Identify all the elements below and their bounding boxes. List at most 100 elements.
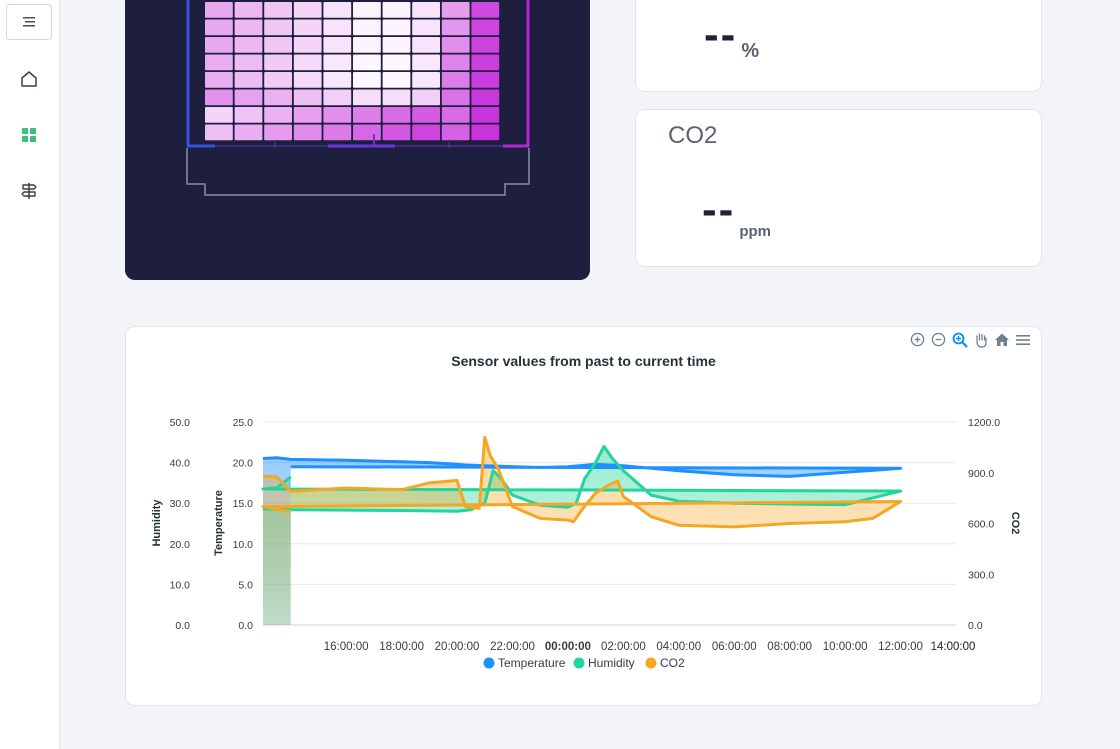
nav-dashboard[interactable]	[18, 124, 40, 146]
heatmap-cell	[205, 107, 233, 123]
menu-icon	[23, 17, 35, 27]
heatmap-cell	[353, 54, 381, 71]
humidity-card: -- %	[635, 0, 1042, 92]
chart-menu-button[interactable]	[1014, 331, 1031, 348]
y-tick-label: 1200.0	[968, 417, 1000, 429]
heatmap-cell	[234, 124, 263, 141]
heatmap-cell	[205, 124, 233, 141]
zoom-out-button[interactable]	[930, 331, 947, 348]
x-tick-label: 18:00:00	[379, 641, 424, 653]
heatmap-cell	[471, 72, 500, 88]
y-tick-label: 0.0	[968, 620, 983, 632]
heatmap-cell	[471, 37, 500, 53]
y-tick-label: 40.0	[170, 458, 191, 470]
y-tick-label: 30.0	[170, 498, 191, 510]
heatmap-cell	[234, 19, 263, 36]
co2-value: --	[702, 185, 736, 234]
heatmap-cell	[323, 2, 352, 18]
heatmap-cell	[264, 37, 292, 53]
series-line-humidity	[261, 444, 903, 513]
heatmap-cell	[382, 107, 411, 123]
heatmap-cell	[264, 124, 292, 141]
x-tick-label: 12:00:00	[878, 641, 923, 653]
sensor-chart-card: Sensor values from past to current time …	[125, 326, 1042, 706]
reset-home-icon	[994, 333, 1009, 346]
menu-icon	[1015, 334, 1030, 345]
humidity-value: --	[704, 10, 738, 59]
humidity-unit: %	[741, 40, 760, 62]
x-tick-label: 08:00:00	[767, 641, 812, 653]
heatmap-cell	[412, 107, 440, 123]
heatmap-cell	[441, 107, 470, 123]
heatmap-cell	[353, 37, 381, 53]
home-icon	[21, 71, 37, 87]
zoom-selection-button[interactable]	[951, 331, 968, 348]
nav-directions[interactable]	[18, 180, 40, 202]
pan-hand-icon	[975, 332, 987, 348]
heatmap-cell	[382, 72, 411, 88]
heatmap-cell	[353, 19, 381, 36]
heatmap-cell	[323, 37, 352, 53]
heatmap-cell	[234, 2, 263, 18]
heatmap-cell	[323, 19, 352, 36]
heatmap-cell	[264, 2, 292, 18]
x-tick-label: 16:00:00	[324, 641, 369, 653]
pan-button[interactable]	[972, 331, 989, 348]
chart-title: Sensor values from past to current time	[451, 353, 716, 369]
heatmap-cell	[293, 2, 322, 18]
heatmap-cell	[205, 19, 233, 36]
x-tick-label: 10:00:00	[823, 641, 868, 653]
heatmap-cell	[293, 54, 322, 71]
heatmap-cell	[323, 54, 352, 71]
y-tick-label: 0.0	[175, 620, 190, 632]
y-tick-label: 5.0	[238, 579, 253, 591]
legend-label: Humidity	[588, 656, 635, 670]
zoom-selection-icon	[952, 332, 968, 348]
heatmap-cell	[293, 19, 322, 36]
heatmap-cell	[412, 2, 440, 18]
reset-zoom-button[interactable]	[993, 331, 1010, 348]
x-tick-label: 20:00:00	[435, 641, 480, 653]
y-axis-title-co2: CO2	[1009, 512, 1021, 535]
heatmap-cell	[264, 72, 292, 88]
co2-card: CO2 -- ppm	[635, 109, 1042, 267]
heatmap-cell	[323, 124, 352, 141]
heatmap-cell	[471, 107, 500, 123]
y-tick-label: 50.0	[170, 417, 191, 429]
x-tick-label: 14:00:00	[931, 641, 976, 653]
sidebar	[0, 0, 60, 749]
heatmap-cell	[412, 72, 440, 88]
x-tick-label: 06:00:00	[712, 641, 757, 653]
heatmap-cell	[382, 2, 411, 18]
heatmap-cell	[293, 72, 322, 88]
device-base-outline	[186, 148, 530, 196]
heatmap-cell	[441, 124, 470, 141]
heatmap-cell	[353, 89, 381, 106]
heatmap-cell	[412, 37, 440, 53]
sidebar-toggle-button[interactable]	[6, 4, 52, 40]
chart-toolbar	[909, 331, 1031, 348]
heatmap-cell	[382, 37, 411, 53]
heatmap-cell	[471, 124, 500, 141]
x-tick-label: 22:00:00	[490, 641, 535, 653]
device-heatmap	[186, 0, 530, 196]
heatmap-cell	[293, 89, 322, 106]
zoom-in-button[interactable]	[909, 331, 926, 348]
heatmap-cell	[471, 89, 500, 106]
x-tick-label: 00:00:00	[545, 641, 591, 653]
y-tick-label: 900.0	[968, 468, 994, 480]
x-tick-label: 14:00:00	[931, 641, 976, 653]
heatmap-cell	[441, 54, 470, 71]
y-axis-title-temperature: Temperature	[213, 490, 225, 556]
heatmap-cell	[353, 124, 381, 141]
series-line-co2	[261, 435, 903, 529]
heatmap-cell	[323, 89, 352, 106]
heatmap-cell	[382, 54, 411, 71]
nav-home[interactable]	[18, 68, 40, 90]
y-tick-label: 600.0	[968, 519, 994, 531]
heatmap-cell	[471, 2, 500, 18]
heatmap-cell	[471, 54, 500, 71]
heatmap-cell	[471, 19, 500, 36]
heatmap-cell	[412, 89, 440, 106]
legend-label: CO2	[660, 656, 685, 670]
